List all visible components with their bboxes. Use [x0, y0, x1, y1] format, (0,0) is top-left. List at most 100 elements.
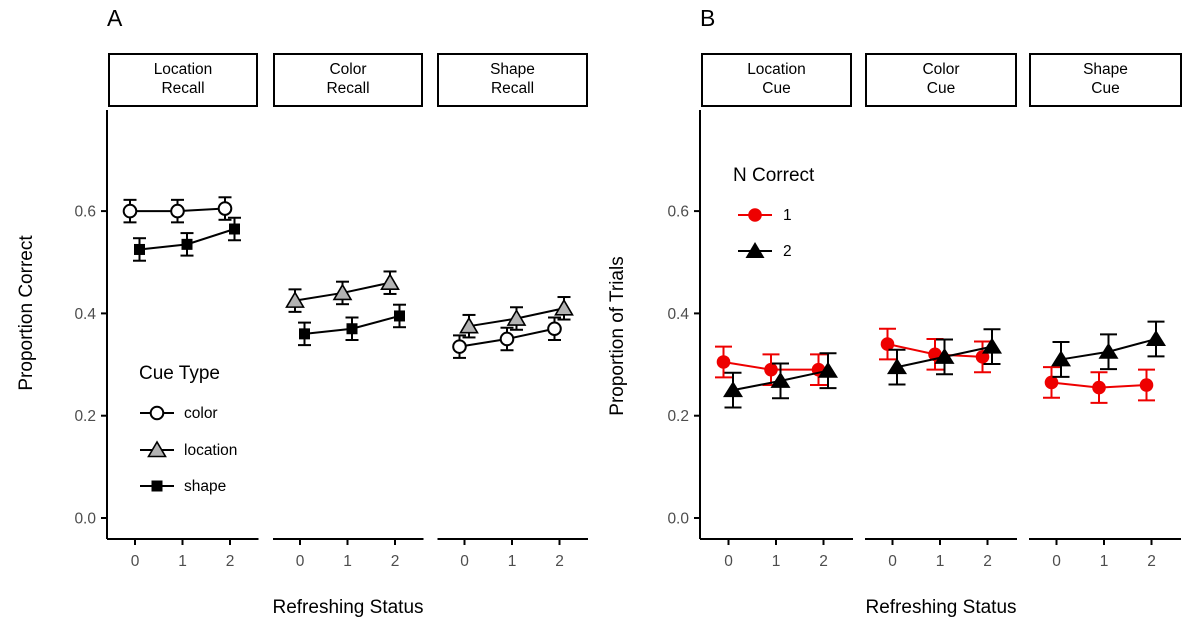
gray-triangle-marker-icon — [459, 316, 479, 334]
open-circle-marker-icon — [170, 203, 185, 219]
x-tick-label: 0 — [131, 553, 140, 570]
facet-1: 0 1 2 — [865, 327, 1017, 570]
y-tick-label: 0.4 — [74, 306, 96, 323]
open-circle-marker-icon — [452, 339, 467, 354]
x-tick-label: 2 — [983, 553, 992, 570]
x-tick-label: 1 — [343, 553, 352, 570]
series-2 — [1051, 320, 1166, 378]
x-tick-label: 1 — [1100, 553, 1109, 570]
red-circle-marker-icon — [880, 337, 895, 351]
black-triangle-marker-icon — [770, 371, 791, 388]
legend-a-item-color: color — [184, 405, 218, 422]
x-tick-label: 0 — [724, 553, 733, 570]
gray-triangle-marker-icon — [506, 308, 527, 326]
facet-strip-color-recall: Color Recall — [273, 53, 423, 107]
legend-a-item-location: location — [184, 442, 238, 459]
red-circle-marker-icon — [716, 355, 731, 369]
legend-key-open-circle-icon — [140, 405, 174, 421]
x-tick-label: 1 — [936, 553, 945, 570]
facet-1: 0 1 2 — [273, 270, 424, 570]
red-circle-marker-icon — [764, 362, 778, 377]
legend-a-item-shape: shape — [184, 478, 227, 495]
legend-key-black-triangle-icon — [738, 242, 772, 258]
black-triangle-marker-icon — [982, 337, 1002, 354]
series-2 — [723, 352, 838, 409]
legend-b-title: N Correct — [733, 165, 815, 186]
y-tick-label: 0.2 — [667, 408, 689, 425]
open-circle-marker-icon — [499, 331, 515, 347]
black-triangle-marker-icon — [818, 361, 838, 378]
series-location — [459, 296, 574, 339]
x-tick-label: 2 — [555, 553, 564, 570]
black-triangle-marker-icon — [723, 381, 743, 398]
facet-strip-shape-recall: Shape Recall — [437, 53, 588, 107]
facet-strip-color-cue: Color Cue — [865, 53, 1017, 107]
facet-2: 0 1 2 — [437, 296, 588, 570]
y-tick-label: 0.6 — [74, 204, 96, 221]
series-1 — [879, 327, 991, 374]
legend-key-red-circle-icon — [738, 208, 772, 222]
red-circle-marker-icon — [1139, 378, 1154, 392]
x-tick-label: 2 — [819, 553, 828, 570]
facet-2: 0 1 2 — [1029, 320, 1181, 570]
legend-a-title: Cue Type — [139, 363, 220, 384]
y-axis-title-b: Proportion of Trials — [607, 256, 628, 416]
facet-strip-location-cue: Location Cue — [701, 53, 852, 107]
y-tick-label: 0.2 — [74, 408, 96, 425]
legend-key-gray-triangle-icon — [140, 440, 174, 458]
y-tick-label: 0.4 — [667, 306, 689, 323]
black-square-marker-icon — [181, 238, 193, 250]
series-shape — [298, 303, 406, 347]
x-tick-label: 1 — [508, 553, 517, 570]
y-tick-label: 0.0 — [74, 511, 96, 528]
series-2 — [887, 328, 1002, 386]
x-tick-label: 2 — [226, 553, 235, 570]
black-square-marker-icon — [134, 243, 145, 255]
y-tick-label: 0.0 — [667, 511, 689, 528]
panel-b-letter: B — [700, 5, 716, 31]
gray-triangle-marker-icon — [332, 283, 353, 301]
gray-triangle-marker-icon — [554, 298, 574, 316]
black-square-marker-icon — [299, 328, 310, 340]
panel-b-plot: 0.0 0.2 0.4 0.6 0 1 2 0 1 2 0 1 2 — [667, 110, 1181, 570]
facet-0: 0 1 2 — [107, 196, 259, 570]
red-circle-marker-icon — [1044, 375, 1059, 390]
x-tick-label: 0 — [296, 553, 305, 570]
series-location — [285, 270, 400, 313]
black-square-marker-icon — [394, 310, 405, 322]
legend-key-black-square-icon — [140, 480, 174, 492]
black-triangle-marker-icon — [1051, 350, 1071, 367]
x-tick-label: 0 — [1052, 553, 1061, 570]
black-square-marker-icon — [346, 323, 358, 335]
gray-triangle-marker-icon — [285, 291, 305, 308]
legend-b-item-2: 2 — [783, 243, 792, 260]
facet-strip-location-recall: Location Recall — [108, 53, 258, 107]
x-tick-label: 1 — [772, 553, 781, 570]
open-circle-marker-icon — [122, 203, 138, 219]
gray-triangle-marker-icon — [380, 273, 400, 291]
black-triangle-marker-icon — [934, 347, 955, 364]
legend-b-item-1: 1 — [783, 207, 792, 224]
series-1 — [715, 345, 827, 387]
facet-strip-shape-cue: Shape Cue — [1029, 53, 1182, 107]
series-1 — [1043, 366, 1155, 404]
x-tick-label: 1 — [178, 553, 187, 570]
x-tick-label: 0 — [460, 553, 469, 570]
black-triangle-marker-icon — [1146, 329, 1166, 346]
open-circle-marker-icon — [547, 321, 562, 337]
x-tick-label: 2 — [1147, 553, 1156, 570]
black-triangle-marker-icon — [1098, 342, 1119, 359]
red-circle-marker-icon — [1092, 380, 1106, 395]
x-tick-label: 0 — [888, 553, 897, 570]
y-tick-label: 0.6 — [667, 204, 689, 221]
x-axis-title-a: Refreshing Status — [272, 597, 424, 618]
series-color — [452, 316, 562, 359]
x-tick-label: 2 — [391, 553, 400, 570]
panel-a-plot: 0.0 0.2 0.4 0.6 0 1 2 0 1 2 0 1 2 — [74, 110, 588, 570]
series-color — [122, 196, 233, 224]
open-circle-marker-icon — [217, 201, 233, 216]
x-axis-title-b: Refreshing Status — [865, 597, 1017, 618]
y-axis-title-a: Proportion Correct — [16, 235, 37, 391]
